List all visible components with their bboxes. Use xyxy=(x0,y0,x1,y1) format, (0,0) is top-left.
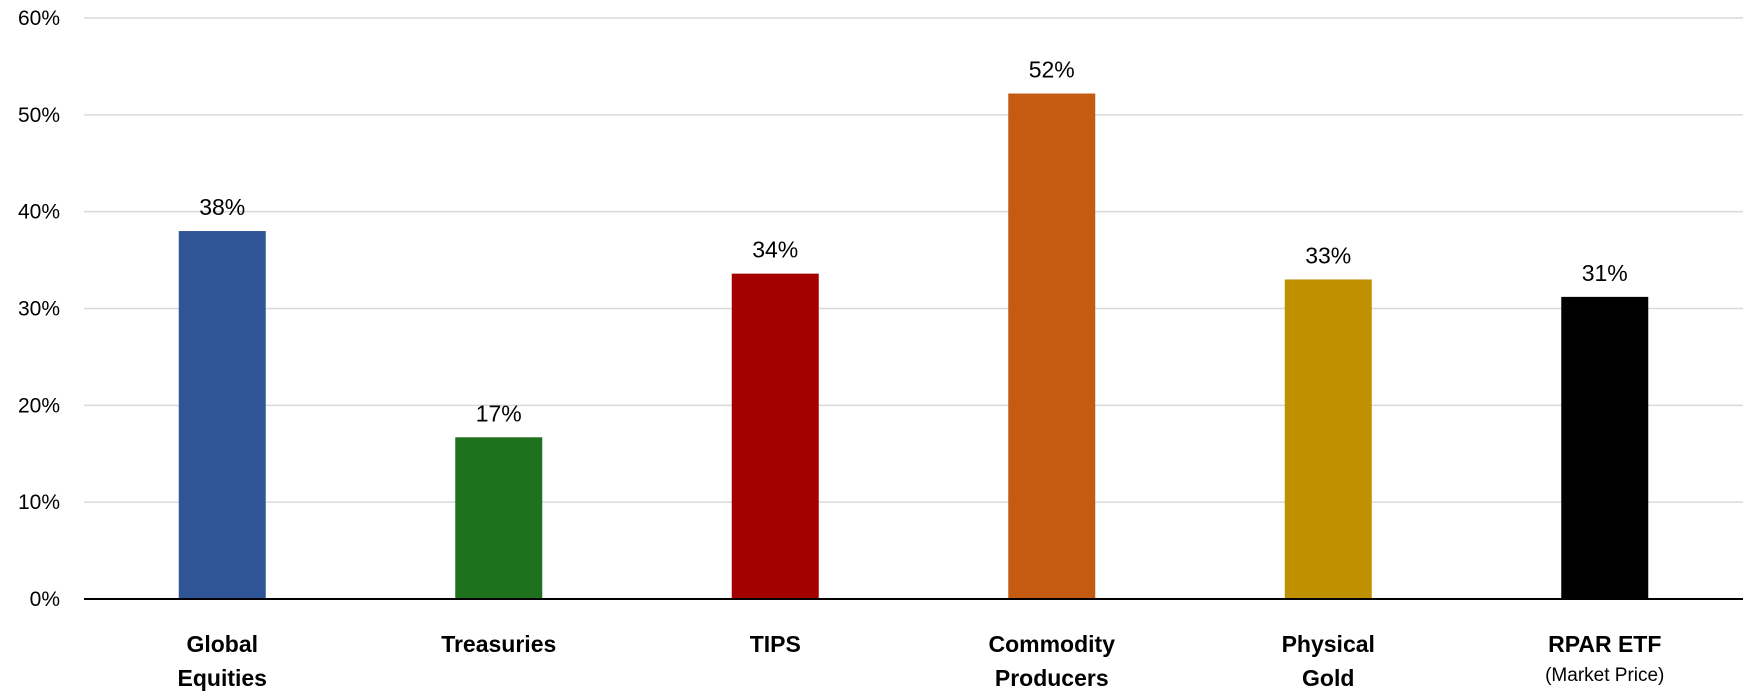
category-label: Global xyxy=(186,631,258,657)
y-tick-label: 50% xyxy=(18,104,60,127)
category-label: Gold xyxy=(1302,665,1354,691)
category-label: Treasuries xyxy=(441,631,556,657)
bar xyxy=(1284,279,1372,599)
data-label: 34% xyxy=(752,237,798,263)
category-label: TIPS xyxy=(750,631,801,657)
data-label: 52% xyxy=(1029,57,1075,83)
bar xyxy=(1561,296,1649,599)
data-label: 31% xyxy=(1582,260,1628,286)
category-label: RPAR ETF xyxy=(1548,631,1661,657)
y-tick-label: 0% xyxy=(30,588,60,611)
data-label: 17% xyxy=(476,400,522,426)
y-axis-tick-labels: 0% 10% 20% 30% 40% 50% 60% xyxy=(18,7,60,611)
bar xyxy=(178,231,266,600)
bar xyxy=(455,437,543,599)
y-tick-label: 60% xyxy=(18,7,60,30)
data-label: 33% xyxy=(1305,242,1351,268)
category-label: Commodity xyxy=(989,631,1116,657)
bars xyxy=(178,93,1649,600)
y-tick-label: 20% xyxy=(18,394,60,417)
category-label: Physical xyxy=(1282,631,1375,657)
category-label: Producers xyxy=(995,665,1109,691)
y-tick-label: 10% xyxy=(18,491,60,514)
category-labels: Global Equities Treasuries TIPS Commodity Pro… xyxy=(178,631,1665,691)
bar xyxy=(731,273,819,599)
category-sublabel: (Market Price) xyxy=(1545,665,1664,686)
gridlines xyxy=(84,17,1743,503)
data-label: 38% xyxy=(199,194,245,220)
data-labels: 38% 17% 34% 52% 33% 31% xyxy=(199,57,1628,427)
y-tick-label: 30% xyxy=(18,298,60,321)
y-tick-label: 40% xyxy=(18,201,60,224)
category-label: Equities xyxy=(178,665,267,691)
bar xyxy=(1008,93,1096,599)
